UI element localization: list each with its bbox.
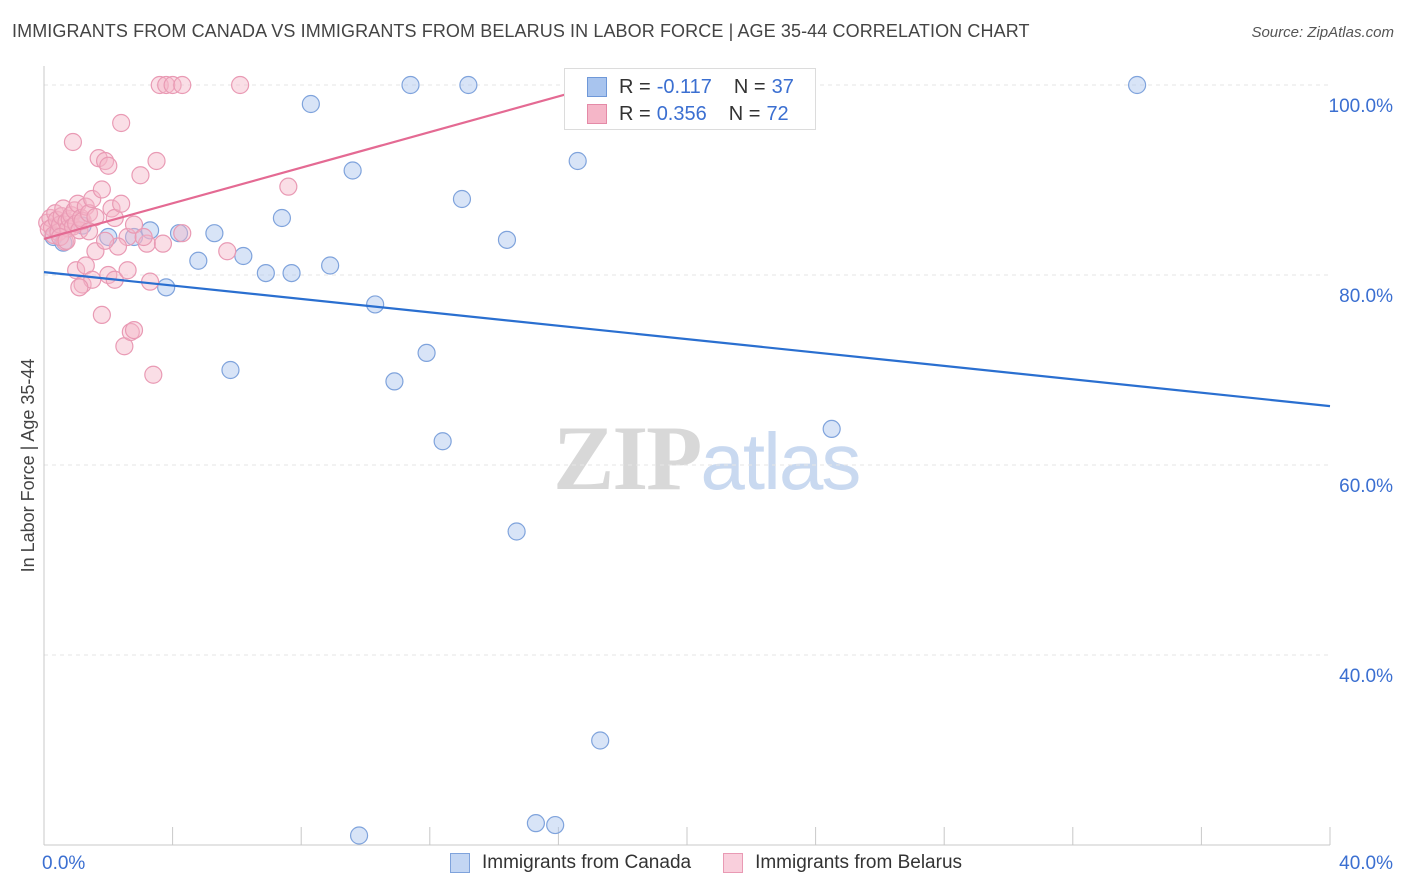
- x-tick-label: 0.0%: [42, 853, 85, 874]
- canada-point: [568, 151, 587, 171]
- canada-point: [507, 522, 526, 541]
- belarus-swatch: [587, 104, 607, 124]
- canada-point: [459, 75, 478, 95]
- canada-swatch: [587, 77, 607, 97]
- canada-point: [321, 256, 340, 275]
- y-tick-label: 80.0%: [1339, 286, 1393, 307]
- canada-point: [591, 731, 610, 750]
- belarus-point: [63, 132, 83, 152]
- belarus-point: [163, 75, 182, 95]
- canada-point: [546, 815, 565, 835]
- belarus-point: [83, 189, 102, 209]
- belarus-point: [121, 322, 140, 342]
- belarus-point: [150, 75, 169, 95]
- chart-title: IMMIGRANTS FROM CANADA VS IMMIGRANTS FRO…: [12, 21, 1030, 41]
- canada-point: [301, 94, 320, 114]
- canada-point: [1127, 75, 1147, 95]
- belarus-point: [124, 321, 144, 340]
- x-tick-label: 40.0%: [1339, 853, 1393, 874]
- canada-point: [189, 251, 208, 270]
- legend-belarus-swatch: [723, 853, 744, 873]
- legend-canada-swatch: [450, 853, 470, 873]
- belarus-point: [157, 75, 176, 95]
- canada-point: [234, 246, 253, 266]
- belarus-point: [218, 242, 237, 261]
- canada-point: [401, 75, 420, 95]
- y-tick-label: 40.0%: [1339, 666, 1393, 687]
- canada-point: [433, 432, 452, 451]
- canada-point: [417, 343, 436, 362]
- belarus-point: [173, 75, 192, 95]
- belarus-trend-line: [43, 82, 607, 240]
- belarus-point: [112, 194, 131, 213]
- canada-point: [221, 360, 240, 380]
- belarus-point: [231, 75, 250, 95]
- belarus-point: [70, 278, 89, 297]
- canada-point: [526, 814, 545, 833]
- belarus-point: [279, 177, 298, 196]
- canada-point: [385, 372, 404, 391]
- canada-point: [256, 264, 275, 283]
- belarus-r-value: 0.356: [656, 102, 707, 125]
- correlation-legend: R = -0.117 N = 37 R = 0.356 N = 72: [564, 68, 816, 130]
- watermark-atlas: atlas: [700, 417, 861, 506]
- legend-row-canada: R = -0.117 N = 37: [587, 75, 794, 99]
- belarus-point: [153, 234, 173, 253]
- canada-point: [822, 419, 841, 438]
- y-axis-label: In Labor Force | Age 35-44: [18, 359, 38, 573]
- canada-point: [497, 230, 517, 249]
- canada-point: [140, 221, 160, 240]
- belarus-n-value: 72: [766, 102, 789, 125]
- canada-r-label: R =: [619, 75, 651, 98]
- belarus-point: [99, 156, 118, 175]
- legend-canada-label: Immigrants from Canada: [482, 852, 692, 873]
- belarus-point: [144, 365, 163, 384]
- belarus-point: [118, 261, 137, 280]
- belarus-point: [92, 305, 111, 324]
- belarus-point: [95, 231, 115, 250]
- belarus-point: [102, 199, 121, 218]
- canada-point: [157, 278, 176, 297]
- series-legend: Immigrants from Canada Immigrants from B…: [450, 852, 994, 874]
- source-label: Source: ZipAtlas.com: [1251, 24, 1394, 41]
- belarus-point: [92, 180, 111, 199]
- belarus-point: [124, 215, 144, 234]
- canada-point: [349, 826, 369, 845]
- legend-item-canada: Immigrants from Canada: [450, 852, 691, 874]
- watermark-zip: ZIP: [553, 407, 702, 509]
- watermark: ZIPatlas: [553, 405, 861, 511]
- canada-n-value: 37: [771, 75, 794, 98]
- canada-point: [343, 161, 362, 180]
- canada-trend-line: [43, 271, 1331, 408]
- canada-point: [282, 264, 301, 283]
- y-tick-label: 60.0%: [1339, 476, 1393, 497]
- belarus-point: [173, 224, 192, 243]
- belarus-point: [134, 227, 153, 247]
- canada-point: [366, 295, 385, 314]
- belarus-point: [112, 113, 131, 133]
- belarus-point: [147, 151, 166, 171]
- belarus-point: [131, 166, 150, 185]
- belarus-n-label: N =: [728, 102, 761, 125]
- canada-point: [452, 189, 472, 209]
- canada-r-value: -0.117: [656, 75, 712, 98]
- y-tick-label: 100.0%: [1329, 96, 1394, 117]
- legend-item-belarus: Immigrants from Belarus: [723, 852, 962, 874]
- legend-belarus-label: Immigrants from Belarus: [755, 852, 963, 873]
- canada-point: [205, 224, 224, 243]
- canada-n-label: N =: [733, 75, 766, 98]
- legend-row-belarus: R = 0.356 N = 72: [587, 102, 789, 126]
- canada-point: [272, 208, 292, 228]
- belarus-r-label: R =: [619, 102, 651, 125]
